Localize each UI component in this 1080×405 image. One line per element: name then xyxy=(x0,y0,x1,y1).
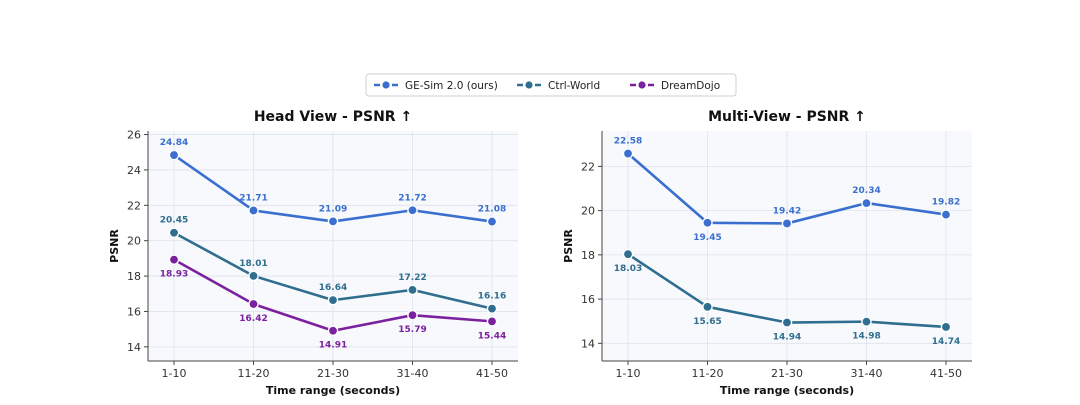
data-point xyxy=(781,317,793,328)
data-label: 21.09 xyxy=(319,204,347,214)
data-label: 18.93 xyxy=(160,270,188,280)
data-label: 18.03 xyxy=(614,264,642,274)
x-tick-label: 11-20 xyxy=(692,367,724,380)
data-label: 21.72 xyxy=(398,193,426,203)
data-point xyxy=(622,148,634,159)
data-label: 14.94 xyxy=(773,333,801,343)
legend-entry-dreamdojo: DreamDojo xyxy=(630,80,720,92)
series-ctrl-world: 20.45 18.01 16.64 17.22 16.16 xyxy=(160,216,506,314)
y-tick-label: 18 xyxy=(581,249,595,262)
x-tick-label: 41-50 xyxy=(476,367,508,380)
data-label: 16.42 xyxy=(239,314,267,324)
data-point xyxy=(486,316,498,327)
data-point xyxy=(940,321,952,333)
x-tick-label: 11-20 xyxy=(238,367,270,380)
series-dreamdojo: 18.93 16.42 14.91 15.79 15.44 xyxy=(160,254,506,351)
data-label: 20.34 xyxy=(852,186,880,196)
data-point xyxy=(407,204,418,216)
data-point xyxy=(248,270,259,282)
data-point xyxy=(486,216,498,227)
data-label: 22.58 xyxy=(614,137,642,147)
y-tick-label: 18 xyxy=(127,270,141,283)
x-axis-label: Time range (seconds) xyxy=(720,384,854,397)
x-tick-label: 31-40 xyxy=(397,367,429,380)
data-point xyxy=(702,301,713,313)
x-tick-label: 41-50 xyxy=(930,367,962,380)
y-axis-label: PSNR xyxy=(108,229,121,263)
data-label: 14.74 xyxy=(932,337,960,347)
data-point xyxy=(861,316,872,327)
data-point xyxy=(861,197,872,209)
data-label: 15.79 xyxy=(398,325,426,335)
y-tick-label: 22 xyxy=(581,160,595,173)
series-ge-sim-2-0-ours: 24.84 21.71 21.09 21.72 21.08 xyxy=(160,138,506,227)
data-label: 21.08 xyxy=(478,205,506,215)
legend: GE-Sim 2.0 (ours) Ctrl-World DreamDojo xyxy=(365,73,737,97)
x-tick-label: 21-30 xyxy=(771,367,803,380)
chart-title: Head View - PSNR ↑ xyxy=(254,109,412,125)
y-tick-label: 24 xyxy=(127,164,141,177)
series-ge-sim-2-0-ours: 22.58 19.45 19.42 20.34 19.82 xyxy=(614,137,960,243)
x-tick-label: 1-10 xyxy=(616,367,641,380)
legend-marker xyxy=(381,80,391,90)
data-label: 19.45 xyxy=(693,233,721,243)
series-ctrl-world: 18.03 15.65 14.94 14.98 14.74 xyxy=(614,248,960,347)
data-label: 19.42 xyxy=(773,206,801,216)
data-point xyxy=(407,309,418,321)
data-point xyxy=(327,294,339,306)
y-tick-label: 20 xyxy=(581,205,595,218)
data-point xyxy=(327,216,339,227)
data-label: 14.91 xyxy=(319,341,347,351)
data-label: 16.16 xyxy=(478,292,506,302)
y-tick-label: 22 xyxy=(127,199,141,212)
data-point xyxy=(248,205,259,216)
data-label: 21.71 xyxy=(239,193,267,203)
y-tick-label: 14 xyxy=(581,337,595,350)
data-label: 17.22 xyxy=(398,273,426,283)
data-label: 18.01 xyxy=(239,259,267,269)
chart-title: Multi-View - PSNR ↑ xyxy=(708,109,866,125)
data-point xyxy=(486,303,498,314)
data-label: 16.64 xyxy=(319,283,347,293)
data-point xyxy=(248,298,259,310)
data-label: 14.98 xyxy=(852,332,880,342)
chart-multi-view: 14 16 18 20 22 1-10 11-20 21-30 31-40 41-50 Multi-… xyxy=(562,109,972,397)
legend-marker xyxy=(524,80,534,90)
data-point xyxy=(168,149,180,161)
x-tick-label: 1-10 xyxy=(162,367,187,380)
data-label: 20.45 xyxy=(160,216,188,226)
x-axis-label: Time range (seconds) xyxy=(266,384,400,397)
x-tick-label: 31-40 xyxy=(851,367,883,380)
legend-entry-ctrl-world: Ctrl-World xyxy=(517,80,600,92)
data-point xyxy=(327,325,339,337)
chart-head-view: 14 16 18 20 22 24 26 1-10 11-20 21-30 31-40 41-50 He… xyxy=(108,109,518,397)
data-label: 24.84 xyxy=(160,138,188,148)
legend-label: Ctrl-World xyxy=(548,80,600,92)
y-tick-label: 14 xyxy=(127,341,141,354)
y-tick-label: 20 xyxy=(127,235,141,248)
y-tick-label: 26 xyxy=(127,129,141,142)
data-label: 15.44 xyxy=(478,331,506,341)
legend-label: GE-Sim 2.0 (ours) xyxy=(405,80,498,92)
legend-label: DreamDojo xyxy=(661,80,720,92)
legend-marker xyxy=(637,80,647,90)
data-point xyxy=(168,227,180,239)
data-point xyxy=(407,284,418,296)
data-point xyxy=(940,209,952,220)
data-point xyxy=(168,254,180,265)
x-tick-label: 21-30 xyxy=(317,367,349,380)
y-tick-label: 16 xyxy=(127,305,141,318)
legend-entry-ge-sim-2-0-ours: GE-Sim 2.0 (ours) xyxy=(374,80,498,92)
legend-box xyxy=(365,73,737,97)
data-point xyxy=(702,217,713,229)
data-label: 15.65 xyxy=(693,317,721,327)
data-label: 19.82 xyxy=(932,198,960,208)
data-point xyxy=(622,248,634,260)
data-point xyxy=(781,218,793,229)
y-tick-label: 16 xyxy=(581,293,595,306)
y-axis-label: PSNR xyxy=(562,229,575,263)
